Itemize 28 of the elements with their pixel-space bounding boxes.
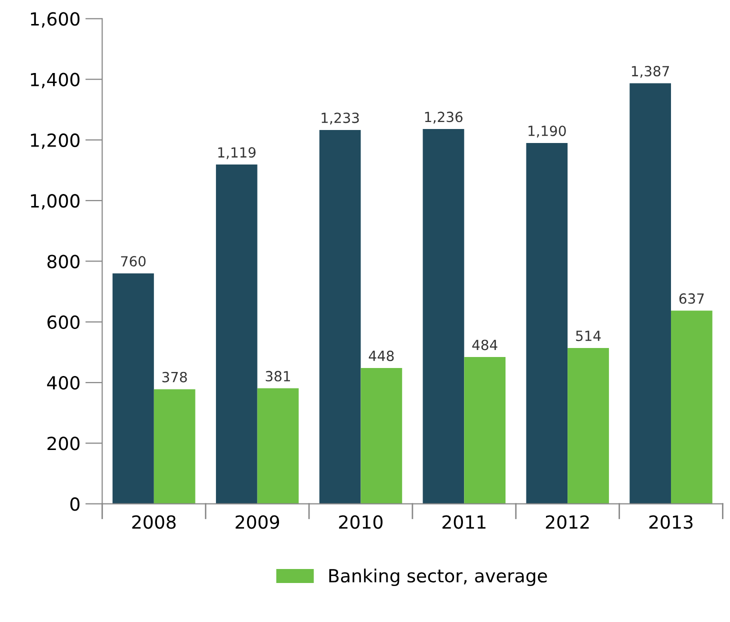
data-label: 1,233 (322, 112, 359, 125)
x-tick-label: 2009 (236, 515, 280, 529)
data-label: 381 (266, 370, 290, 382)
y-tick-label: 0 (70, 497, 80, 511)
y-tick-label: 800 (47, 254, 80, 268)
x-tick-label: 2013 (649, 515, 693, 529)
data-label: 448 (368, 350, 394, 362)
data-label: 514 (576, 330, 601, 342)
x-tick-label: 2010 (339, 515, 383, 529)
y-tick-label: 1,000 (30, 194, 80, 210)
data-label: 1,119 (218, 147, 256, 160)
y-tick-label: 1,600 (30, 12, 80, 28)
y-tick-label: 200 (48, 436, 80, 450)
y-tick-label: 400 (47, 376, 80, 390)
data-label: 760 (121, 256, 146, 267)
data-label: 637 (679, 293, 704, 304)
data-label: 1,190 (528, 126, 566, 138)
x-tick-label: 2012 (546, 515, 589, 529)
x-tick-label: 2008 (132, 515, 176, 529)
data-label: 484 (472, 340, 498, 350)
y-tick-label: 1,400 (30, 72, 80, 88)
y-tick-label: 1,200 (30, 133, 80, 149)
data-label: 1,387 (632, 66, 669, 78)
data-label: 378 (162, 372, 187, 382)
data-label: 1,236 (425, 112, 462, 124)
x-tick-label: 2011 (442, 515, 486, 529)
y-tick-label: 600 (47, 315, 80, 329)
legend-label: Banking sector, average (329, 568, 547, 586)
